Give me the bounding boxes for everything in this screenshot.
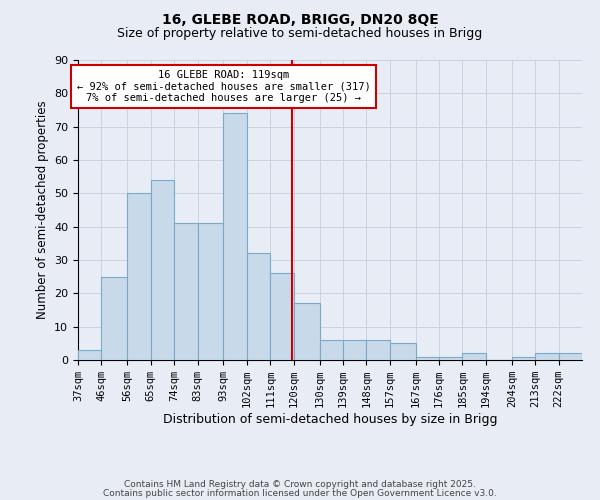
Bar: [320, 340, 343, 360]
Text: 16 GLEBE ROAD: 119sqm
← 92% of semi-detached houses are smaller (317)
7% of semi: 16 GLEBE ROAD: 119sqm ← 92% of semi-deta…: [77, 70, 370, 103]
Bar: [293, 304, 320, 360]
Text: Contains HM Land Registry data © Crown copyright and database right 2025.: Contains HM Land Registry data © Crown c…: [124, 480, 476, 489]
Bar: [463, 354, 486, 360]
Bar: [174, 224, 197, 360]
Text: Contains public sector information licensed under the Open Government Licence v3: Contains public sector information licen…: [103, 488, 497, 498]
Bar: [78, 350, 101, 360]
X-axis label: Distribution of semi-detached houses by size in Brigg: Distribution of semi-detached houses by …: [163, 413, 497, 426]
Bar: [512, 356, 535, 360]
Bar: [343, 340, 367, 360]
Bar: [101, 276, 127, 360]
Bar: [439, 356, 463, 360]
Bar: [127, 194, 151, 360]
Bar: [151, 180, 174, 360]
Bar: [390, 344, 416, 360]
Bar: [197, 224, 223, 360]
Bar: [247, 254, 270, 360]
Bar: [223, 114, 247, 360]
Bar: [270, 274, 293, 360]
Bar: [559, 354, 582, 360]
Bar: [416, 356, 439, 360]
Y-axis label: Number of semi-detached properties: Number of semi-detached properties: [35, 100, 49, 320]
Text: 16, GLEBE ROAD, BRIGG, DN20 8QE: 16, GLEBE ROAD, BRIGG, DN20 8QE: [161, 12, 439, 26]
Bar: [367, 340, 390, 360]
Text: Size of property relative to semi-detached houses in Brigg: Size of property relative to semi-detach…: [118, 28, 482, 40]
Title: 16, GLEBE ROAD, BRIGG, DN20 8QE
Size of property relative to semi-detached house: 16, GLEBE ROAD, BRIGG, DN20 8QE Size of …: [0, 499, 1, 500]
Bar: [535, 354, 559, 360]
